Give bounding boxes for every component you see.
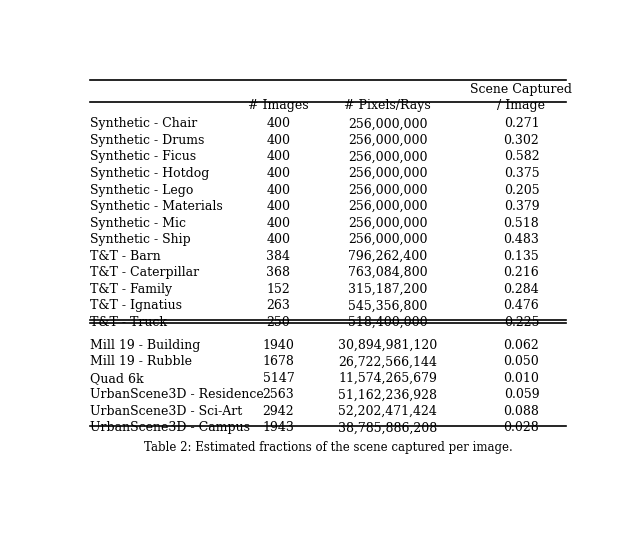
Text: 400: 400	[266, 184, 291, 196]
Text: T&T - Ignatius: T&T - Ignatius	[90, 299, 182, 312]
Text: 400: 400	[266, 233, 291, 246]
Text: 256,000,000: 256,000,000	[348, 117, 428, 131]
Text: # Pixels/Rays: # Pixels/Rays	[344, 99, 431, 112]
Text: Synthetic - Materials: Synthetic - Materials	[90, 200, 223, 213]
Text: 400: 400	[266, 134, 291, 147]
Text: 30,894,981,120: 30,894,981,120	[338, 339, 437, 352]
Text: UrbanScene3D - Campus: UrbanScene3D - Campus	[90, 421, 250, 435]
Text: 384: 384	[266, 249, 291, 263]
Text: 518,400,000: 518,400,000	[348, 316, 428, 329]
Text: Mill 19 - Building: Mill 19 - Building	[90, 339, 200, 352]
Text: 51,162,236,928: 51,162,236,928	[338, 388, 437, 401]
Text: 400: 400	[266, 217, 291, 229]
Text: T&T - Barn: T&T - Barn	[90, 249, 161, 263]
Text: 0.582: 0.582	[504, 151, 540, 163]
Text: 400: 400	[266, 117, 291, 131]
Text: 0.062: 0.062	[504, 339, 540, 352]
Text: Synthetic - Hotdog: Synthetic - Hotdog	[90, 167, 209, 180]
Text: 0.059: 0.059	[504, 388, 540, 401]
Text: 256,000,000: 256,000,000	[348, 151, 428, 163]
Text: 256,000,000: 256,000,000	[348, 167, 428, 180]
Text: T&T - Caterpillar: T&T - Caterpillar	[90, 266, 199, 279]
Text: Mill 19 - Rubble: Mill 19 - Rubble	[90, 355, 192, 368]
Text: 256,000,000: 256,000,000	[348, 134, 428, 147]
Text: 0.483: 0.483	[504, 233, 540, 246]
Text: 0.379: 0.379	[504, 200, 540, 213]
Text: UrbanScene3D - Sci-Art: UrbanScene3D - Sci-Art	[90, 405, 242, 418]
Text: 0.135: 0.135	[504, 249, 540, 263]
Text: Scene Captured: Scene Captured	[470, 83, 572, 96]
Text: T&T - Family: T&T - Family	[90, 283, 172, 296]
Text: 0.284: 0.284	[504, 283, 540, 296]
Text: 400: 400	[266, 200, 291, 213]
Text: 400: 400	[266, 167, 291, 180]
Text: 256,000,000: 256,000,000	[348, 217, 428, 229]
Text: 2563: 2563	[262, 388, 294, 401]
Text: 0.088: 0.088	[504, 405, 540, 418]
Text: 400: 400	[266, 151, 291, 163]
Text: 763,084,800: 763,084,800	[348, 266, 428, 279]
Text: Synthetic - Mic: Synthetic - Mic	[90, 217, 186, 229]
Text: 0.476: 0.476	[504, 299, 540, 312]
Text: Table 2: Estimated fractions of the scene captured per image.: Table 2: Estimated fractions of the scen…	[143, 441, 513, 454]
Text: 368: 368	[266, 266, 291, 279]
Text: Synthetic - Ship: Synthetic - Ship	[90, 233, 191, 246]
Text: 11,574,265,679: 11,574,265,679	[338, 372, 437, 385]
Text: 0.050: 0.050	[504, 355, 540, 368]
Text: 256,000,000: 256,000,000	[348, 184, 428, 196]
Text: Quad 6k: Quad 6k	[90, 372, 143, 385]
Text: 0.271: 0.271	[504, 117, 540, 131]
Text: Synthetic - Chair: Synthetic - Chair	[90, 117, 197, 131]
Text: 1678: 1678	[262, 355, 294, 368]
Text: 263: 263	[266, 299, 291, 312]
Text: 0.225: 0.225	[504, 316, 539, 329]
Text: # Images: # Images	[248, 99, 308, 112]
Text: Synthetic - Drums: Synthetic - Drums	[90, 134, 204, 147]
Text: 0.375: 0.375	[504, 167, 540, 180]
Text: Synthetic - Lego: Synthetic - Lego	[90, 184, 193, 196]
Text: 0.518: 0.518	[504, 217, 540, 229]
Text: 1940: 1940	[262, 339, 294, 352]
Text: / Image: / Image	[497, 99, 545, 112]
Text: UrbanScene3D - Residence: UrbanScene3D - Residence	[90, 388, 264, 401]
Text: 545,356,800: 545,356,800	[348, 299, 428, 312]
Text: 2942: 2942	[262, 405, 294, 418]
Text: 315,187,200: 315,187,200	[348, 283, 428, 296]
Text: 256,000,000: 256,000,000	[348, 233, 428, 246]
Text: 52,202,471,424: 52,202,471,424	[338, 405, 437, 418]
Text: 1943: 1943	[262, 421, 294, 435]
Text: 5147: 5147	[262, 372, 294, 385]
Text: 0.205: 0.205	[504, 184, 540, 196]
Text: 256,000,000: 256,000,000	[348, 200, 428, 213]
Text: 0.216: 0.216	[504, 266, 540, 279]
Text: 250: 250	[266, 316, 291, 329]
Text: 796,262,400: 796,262,400	[348, 249, 427, 263]
Text: 26,722,566,144: 26,722,566,144	[338, 355, 437, 368]
Text: 0.010: 0.010	[504, 372, 540, 385]
Text: 38,785,886,208: 38,785,886,208	[338, 421, 437, 435]
Text: Synthetic - Ficus: Synthetic - Ficus	[90, 151, 196, 163]
Text: T&T - Truck: T&T - Truck	[90, 316, 167, 329]
Text: 152: 152	[266, 283, 291, 296]
Text: 0.302: 0.302	[504, 134, 540, 147]
Text: 0.028: 0.028	[504, 421, 540, 435]
